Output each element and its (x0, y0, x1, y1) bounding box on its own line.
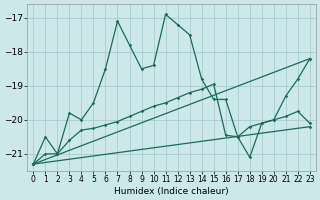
X-axis label: Humidex (Indice chaleur): Humidex (Indice chaleur) (114, 187, 229, 196)
